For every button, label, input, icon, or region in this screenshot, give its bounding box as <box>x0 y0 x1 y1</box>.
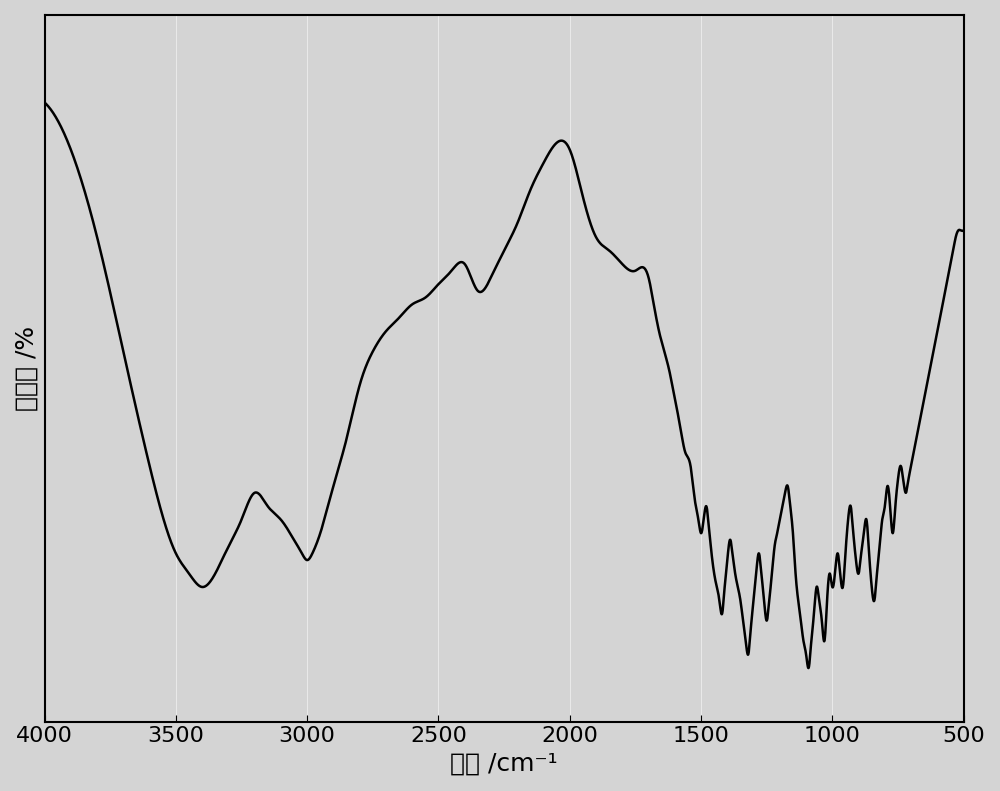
X-axis label: 波数 /cm⁻¹: 波数 /cm⁻¹ <box>450 752 558 776</box>
Y-axis label: 透光率 /%: 透光率 /% <box>15 326 39 411</box>
